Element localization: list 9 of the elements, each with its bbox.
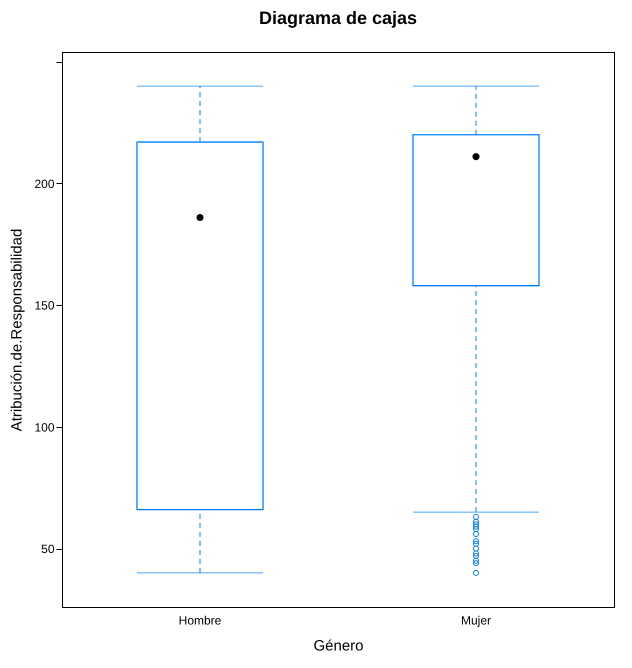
y-tick-label: 50 xyxy=(41,542,55,556)
y-tick-label: 200 xyxy=(34,176,55,191)
chart-title: Diagrama de cajas xyxy=(258,8,418,28)
x-tick-label: Mujer xyxy=(460,614,492,628)
y-tick-label: 100 xyxy=(34,420,55,434)
y-axis-title: Atribución.de.Responsabilidad xyxy=(8,228,26,432)
x-axis-title: Género xyxy=(313,638,364,654)
y-tick-label: 150 xyxy=(34,298,55,313)
x-tick-label: Hombre xyxy=(178,614,222,628)
